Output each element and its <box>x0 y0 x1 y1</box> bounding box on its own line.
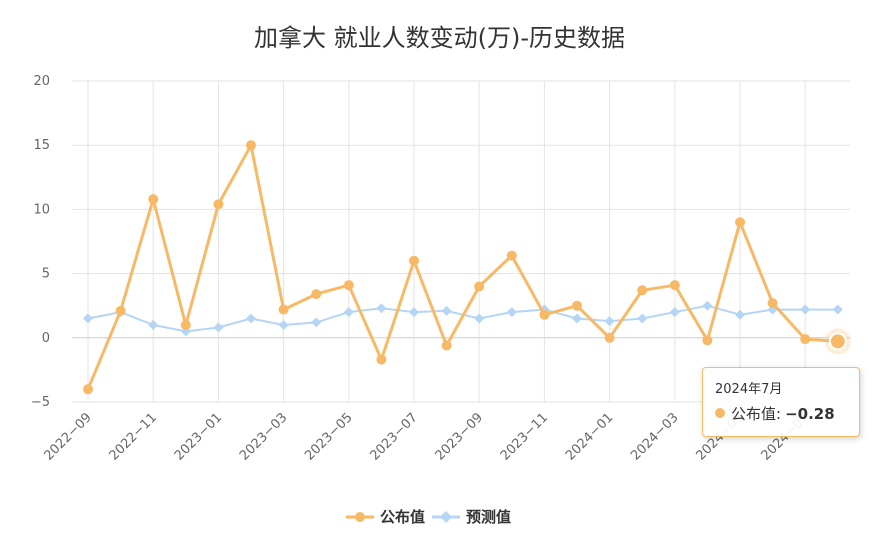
data-point-forecast <box>735 309 745 320</box>
data-point-actual <box>180 319 191 330</box>
data-point-forecast <box>702 300 713 311</box>
data-point-forecast <box>441 305 452 316</box>
data-point-forecast <box>572 313 582 324</box>
legend-item-actual: 公布值 <box>346 508 425 526</box>
tooltip-row: 公布值: −0.28 <box>715 403 847 424</box>
y-tick-label: 10 <box>33 202 50 217</box>
x-tick-label: 2023−03 <box>237 410 290 463</box>
legend: 公布值 预测值 <box>346 508 511 526</box>
data-point-forecast <box>83 313 93 324</box>
data-point-forecast <box>376 303 387 314</box>
data-point-forecast <box>669 307 680 318</box>
data-point-forecast <box>278 319 289 330</box>
data-point-forecast <box>637 313 648 324</box>
tooltip-value: −0.28 <box>785 405 835 423</box>
data-point-actual <box>246 140 256 151</box>
data-point-forecast <box>800 304 811 315</box>
data-point-actual <box>702 335 713 346</box>
data-point-forecast <box>474 313 485 324</box>
data-point-actual <box>669 280 680 291</box>
data-point-forecast <box>832 304 843 315</box>
y-tick-label: 5 <box>42 267 50 282</box>
data-point-actual <box>767 298 778 309</box>
data-point-actual <box>376 354 387 365</box>
legend-marker <box>355 512 365 522</box>
series <box>83 140 851 395</box>
data-point-actual <box>213 199 224 210</box>
x-tick-label: 2023−07 <box>367 410 420 463</box>
x-tick-label: 2024−03 <box>628 410 681 463</box>
data-point-actual <box>83 384 93 395</box>
y-tick-label: 20 <box>33 74 50 89</box>
data-point-actual <box>828 332 847 351</box>
data-point-actual <box>637 285 648 296</box>
y-tick-label: 0 <box>42 331 50 346</box>
data-point-forecast <box>311 317 322 328</box>
tooltip-date: 2024年7月 <box>715 382 783 397</box>
data-point-forecast <box>148 319 159 330</box>
chart-title: 加拿大 就业人数变动(万)-历史数据 <box>253 24 625 52</box>
data-tooltip: 2024年7月 公布值: −0.28 <box>702 367 860 437</box>
data-point-actual <box>278 304 289 315</box>
tooltip-series-dot <box>715 408 725 418</box>
data-point-actual <box>343 280 354 291</box>
data-point-actual <box>474 281 485 292</box>
y-tick-label: 15 <box>33 138 50 153</box>
legend-marker <box>440 511 452 523</box>
x-tick-label: 2024−01 <box>563 410 616 463</box>
data-point-actual <box>115 305 126 316</box>
x-tick-label: 2023−09 <box>433 410 486 463</box>
data-point-actual <box>800 334 811 345</box>
legend-label: 预测值 <box>466 508 511 526</box>
data-point-actual <box>409 255 419 266</box>
legend-item-forecast: 预测值 <box>432 508 511 526</box>
series-line-actual <box>86 143 838 390</box>
data-point-forecast <box>409 307 419 318</box>
data-point-actual <box>311 289 322 300</box>
data-point-actual <box>604 332 615 343</box>
data-point-forecast <box>604 316 615 327</box>
data-point-forecast <box>343 307 354 318</box>
data-point-actual <box>735 217 745 228</box>
data-point-forecast <box>246 313 256 324</box>
x-tick-label: 2022−11 <box>107 410 160 463</box>
data-point-actual <box>148 194 159 205</box>
data-point-actual <box>572 300 582 311</box>
grid <box>72 80 850 403</box>
data-point-actual <box>441 340 452 351</box>
legend-label: 公布值 <box>380 508 425 526</box>
data-point-actual <box>539 309 550 320</box>
data-point-forecast <box>506 307 517 318</box>
data-point-actual <box>506 250 517 261</box>
x-tick-label: 2022−09 <box>41 410 94 463</box>
tooltip-series-label: 公布值: <box>731 405 782 423</box>
x-tick-label: 2023−01 <box>172 410 225 463</box>
y-tick-label: −5 <box>31 395 50 410</box>
x-tick-label: 2023−11 <box>498 410 551 463</box>
x-tick-label: 2023−05 <box>302 410 355 463</box>
data-point-forecast <box>213 322 224 333</box>
